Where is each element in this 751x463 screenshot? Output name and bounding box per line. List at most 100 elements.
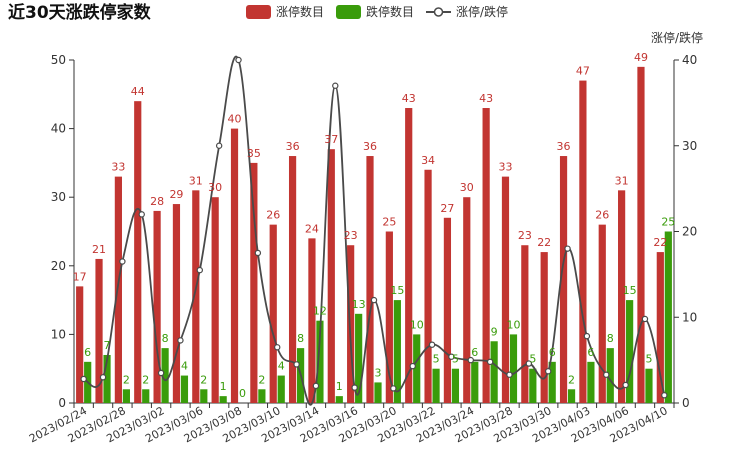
- limit-down-value-label: 13: [352, 298, 366, 311]
- limit-down-bar: [355, 313, 363, 403]
- limit-down-bar: [606, 348, 614, 403]
- ratio-line-series: [80, 56, 668, 406]
- ratio-point: [157, 369, 165, 377]
- limit-down-value-label: 12: [313, 305, 327, 318]
- limit-up-bar: [424, 169, 432, 403]
- limit-down-value-label: 2: [258, 373, 265, 386]
- ratio-point: [603, 371, 610, 378]
- limit-down-bar: [335, 396, 343, 403]
- limit-up-bar: [172, 204, 181, 403]
- limit-down-value-label: 5: [433, 353, 440, 366]
- limit-down-value-label: 2: [568, 373, 575, 386]
- limit-up-value-label: 29: [169, 188, 183, 201]
- limit-up-bar: [637, 66, 645, 404]
- limit-up-value-label: 30: [460, 181, 474, 194]
- ratio-point: [80, 375, 87, 383]
- ratio-point: [583, 332, 591, 340]
- ratio-point: [564, 245, 571, 252]
- ratio-point: [332, 82, 339, 89]
- limit-up-value-label: 37: [324, 133, 338, 146]
- ratio-point: [274, 344, 281, 351]
- limit-up-value-label: 28: [150, 195, 164, 208]
- legend[interactable]: 涨停数目 跌停数目 涨停/跌停: [246, 4, 508, 19]
- limit-up-bar: [559, 156, 568, 403]
- limit-up-value-label: 36: [363, 140, 377, 153]
- limit-up-value-label: 36: [557, 140, 571, 153]
- legend-item-1[interactable]: 涨停数目: [246, 4, 324, 19]
- chart-title: 近30天涨跌停家数: [8, 2, 152, 23]
- ratio-point: [448, 353, 455, 360]
- limit-up-bar: [134, 101, 142, 403]
- limit-down-bar: [529, 368, 537, 403]
- limit-down-value-label: 2: [142, 373, 149, 386]
- legend-swatch-marker: [433, 7, 444, 17]
- limit-down-bar: [509, 334, 518, 403]
- limit-down-value-label: 5: [645, 353, 652, 366]
- limit-up-value-label: 22: [537, 236, 551, 249]
- limit-down-value-label: 5: [529, 353, 536, 366]
- limit-down-bar: [142, 389, 150, 403]
- right-y-tick-label: 10: [682, 310, 697, 324]
- limit-down-value-label: 4: [278, 360, 285, 373]
- limit-down-bar: [490, 341, 498, 403]
- limit-up-value-label: 43: [402, 92, 416, 105]
- ratio-point: [622, 381, 629, 389]
- limit-down-bar: [219, 396, 227, 403]
- limit-up-value-label: 43: [479, 92, 493, 105]
- limit-up-bar: [308, 238, 316, 403]
- data-labels: 1721334428293130403526362437233625433427…: [73, 51, 676, 400]
- ratio-point: [177, 337, 184, 344]
- limit-down-value-label: 8: [607, 332, 614, 345]
- limit-up-bar: [76, 286, 84, 403]
- limit-down-bar: [451, 368, 460, 403]
- limit-up-bar: [540, 252, 548, 403]
- legend-item-3[interactable]: 涨停/跌停: [426, 4, 508, 19]
- limit-up-bar: [230, 128, 239, 403]
- limit-down-value-label: 15: [623, 284, 637, 297]
- legend-item-2[interactable]: 跌停数目: [336, 4, 414, 19]
- right-y-tick-label: 40: [682, 53, 697, 67]
- limit-up-bar: [443, 217, 452, 403]
- limit-up-value-label: 31: [189, 174, 203, 187]
- limit-up-bar: [385, 231, 393, 403]
- limit-down-bar: [413, 334, 421, 403]
- left-y-tick-label: 50: [51, 53, 66, 67]
- limit-up-value-label: 33: [498, 161, 512, 174]
- limit-down-value-label: 2: [200, 373, 207, 386]
- limit-up-bar: [501, 176, 510, 403]
- ratio-point: [235, 56, 242, 64]
- limit-down-value-label: 0: [239, 387, 246, 400]
- ratio-point: [428, 341, 436, 348]
- legend-swatch: [336, 5, 361, 19]
- limit-up-value-label: 44: [131, 85, 145, 98]
- limit-down-bar: [626, 300, 634, 403]
- limit-up-value-label: 27: [440, 202, 454, 215]
- limit-down-value-label: 5: [452, 353, 459, 366]
- limit-down-value-label: 6: [471, 346, 478, 359]
- limit-up-value-label: 47: [576, 65, 590, 78]
- limit-up-value-label: 24: [305, 222, 319, 235]
- limit-down-bar: [374, 382, 382, 403]
- limit-down-value-label: 6: [549, 346, 556, 359]
- left-y-tick-label: 10: [51, 327, 66, 341]
- limit-up-bar: [250, 162, 258, 403]
- ratio-point: [661, 392, 668, 399]
- limit-down-bar: [548, 361, 556, 403]
- limit-up-value-label: 49: [634, 51, 648, 64]
- limit-down-value-label: 1: [220, 380, 227, 393]
- limit-up-bar: [114, 176, 122, 403]
- limit-down-value-label: 15: [390, 284, 404, 297]
- legend-swatch: [246, 5, 271, 19]
- ratio-point: [544, 368, 552, 375]
- limit-down-value-label: 8: [297, 332, 304, 345]
- ratio-point: [293, 361, 300, 368]
- limit-up-bar: [579, 80, 587, 403]
- ratio-point: [409, 362, 416, 370]
- limit-down-bar: [316, 320, 324, 403]
- ratio-point: [196, 266, 204, 274]
- limit-down-bar: [180, 375, 189, 403]
- ratio-point: [370, 296, 378, 304]
- right-y-tick-label: 0: [682, 396, 690, 410]
- ratio-line: [83, 56, 666, 406]
